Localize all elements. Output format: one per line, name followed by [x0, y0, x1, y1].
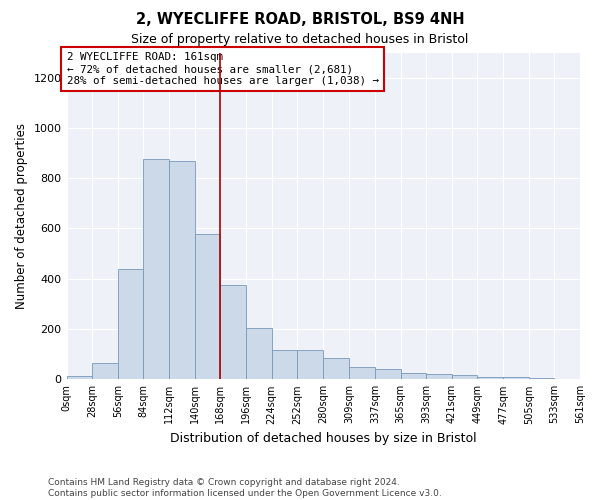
- Bar: [349, 366, 375, 380]
- Bar: [452, 375, 478, 380]
- Text: 2 WYECLIFFE ROAD: 161sqm
← 72% of detached houses are smaller (2,681)
28% of sem: 2 WYECLIFFE ROAD: 161sqm ← 72% of detach…: [67, 52, 379, 86]
- X-axis label: Distribution of detached houses by size in Bristol: Distribution of detached houses by size …: [170, 432, 476, 445]
- Bar: [375, 369, 401, 380]
- Bar: [478, 377, 503, 380]
- Bar: [143, 160, 169, 380]
- Bar: [169, 160, 194, 380]
- Bar: [272, 350, 297, 380]
- Bar: [92, 363, 118, 380]
- Bar: [580, 379, 600, 380]
- Bar: [118, 268, 143, 380]
- Bar: [323, 358, 349, 380]
- Text: Size of property relative to detached houses in Bristol: Size of property relative to detached ho…: [131, 32, 469, 46]
- Bar: [67, 376, 92, 380]
- Bar: [554, 378, 580, 380]
- Bar: [220, 285, 246, 380]
- Bar: [246, 328, 272, 380]
- Text: 2, WYECLIFFE ROAD, BRISTOL, BS9 4NH: 2, WYECLIFFE ROAD, BRISTOL, BS9 4NH: [136, 12, 464, 28]
- Text: Contains HM Land Registry data © Crown copyright and database right 2024.
Contai: Contains HM Land Registry data © Crown c…: [48, 478, 442, 498]
- Bar: [401, 373, 426, 380]
- Bar: [529, 378, 554, 380]
- Bar: [503, 378, 529, 380]
- Bar: [426, 374, 452, 380]
- Bar: [297, 350, 323, 380]
- Y-axis label: Number of detached properties: Number of detached properties: [15, 123, 28, 309]
- Bar: [194, 234, 220, 380]
